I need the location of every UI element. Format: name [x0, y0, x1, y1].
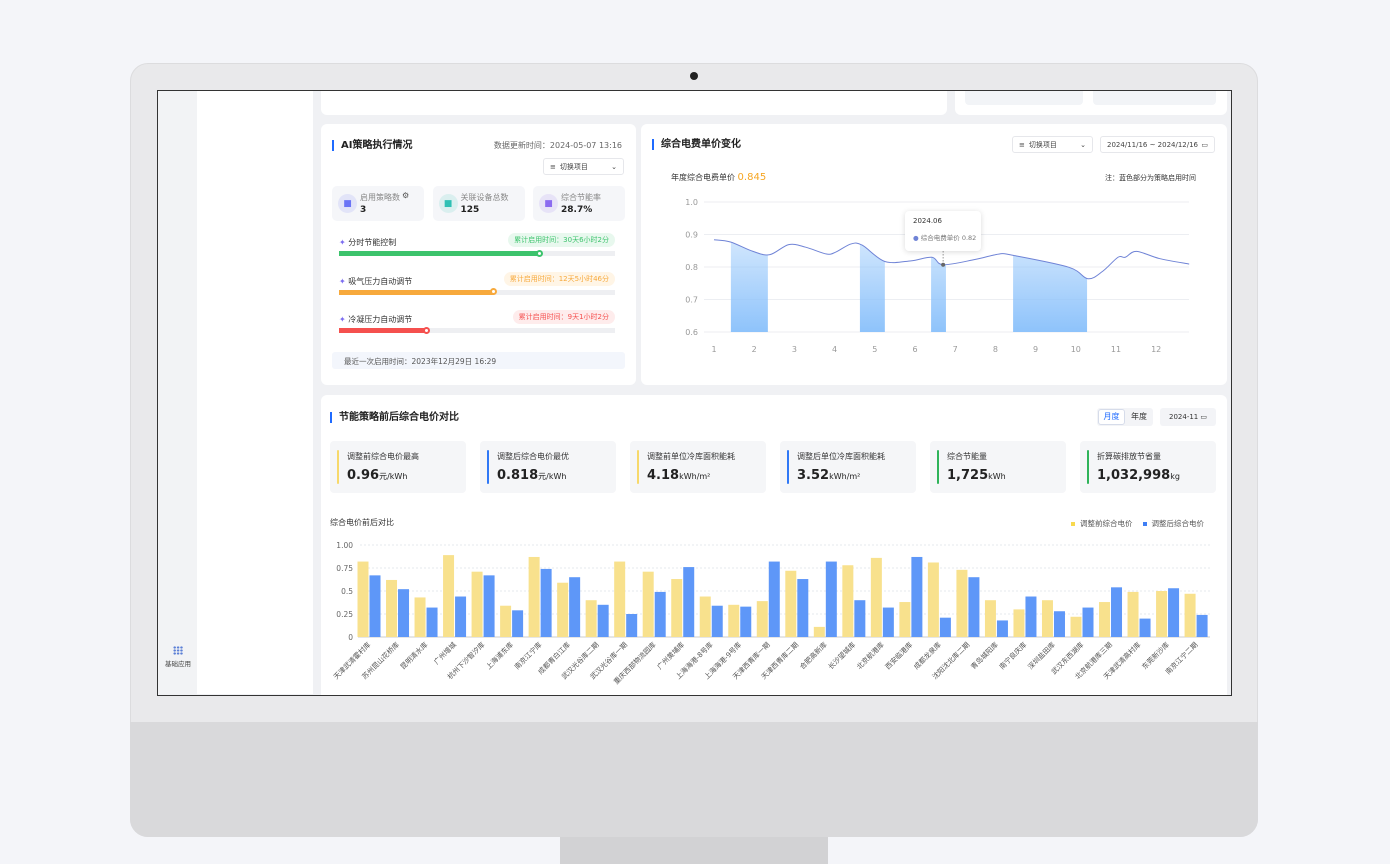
kpi-card: 调整前综合电价最高 0.96元/kWh: [330, 441, 466, 493]
monitor-chin: [130, 722, 1258, 837]
list-icon: ■: [338, 194, 357, 213]
date-range-picker[interactable]: 2024/11/16 ~ 2024/12/16 ▭: [1100, 136, 1215, 153]
last-enabled: 最近一次启用时间：2023年12月29日 16:29: [332, 352, 625, 369]
screen: 基础应用 AI策略执行情况 数据更新时间：2024-05-07 13:16 ≡ 切…: [157, 90, 1232, 696]
legend-swatch: [1071, 522, 1075, 526]
tab-monthly[interactable]: 月度: [1098, 409, 1125, 425]
series-dot-icon: ●: [913, 234, 919, 242]
tab-yearly[interactable]: 年度: [1131, 412, 1147, 421]
strategy-progress: [339, 288, 615, 295]
side-panel: [197, 91, 313, 694]
strategy-item: ✦ 冷凝压力自动调节 累计启用时间：9天1小时2分: [339, 310, 615, 344]
compare-panel: 节能策略前后综合电价对比 月度 年度 2024-11 ▭ 调整前综合电价最高 0.9…: [321, 395, 1227, 695]
stat-card: ■ 关联设备总数 125: [432, 186, 525, 221]
legend-swatch: [1142, 522, 1147, 526]
price-trend-panel: 综合电费单价变化 ≡ 切换项目 ⌄ 2024/11/16 ~ 2024/12/16 ▭…: [641, 124, 1227, 385]
sparkle-icon: ✦: [339, 315, 346, 324]
device-icon: ■: [438, 194, 458, 213]
kpi-card: 折算碳排放节省量 1,032,998kg: [1080, 441, 1216, 493]
sparkle-icon: ✦: [339, 276, 346, 286]
settings-icon[interactable]: ⚙: [402, 191, 410, 200]
kpi-card: 综合节能量 1,725kWh: [930, 441, 1066, 493]
month-picker[interactable]: 2024-11 ▭: [1160, 408, 1216, 426]
filter-icon: ≡: [550, 162, 556, 171]
apps-button[interactable]: 基础应用: [165, 646, 191, 668]
grid-icon: [173, 646, 183, 655]
annual-price: 年度综合电费单价 0.845: [671, 172, 767, 183]
calendar-icon: ▭: [1201, 140, 1208, 149]
panel-title: 综合电费单价变化: [652, 139, 741, 150]
camera-icon: [690, 72, 698, 80]
panel-title: 节能策略前后综合电价对比: [330, 412, 459, 423]
strategy-item: ✦ 吸气压力自动调节 累计启用时间：12天5小时46分: [339, 271, 615, 306]
kpi-card: 调整前单位冷库面积能耗 4.18kWh/m²: [630, 441, 766, 493]
chart-legend: 调整前综合电价 调整后综合电价: [1071, 518, 1204, 529]
calendar-icon: ▭: [1200, 413, 1207, 421]
filter-icon: ≡: [1019, 140, 1025, 149]
sparkle-icon: ✦: [339, 238, 346, 247]
strategy-item: ✦ 分时节能控制 累计启用时间：30天6小时2分: [339, 233, 615, 267]
chart-tooltip: 2024.06 ● 综合电费单价 0.82: [905, 211, 981, 251]
update-time: 数据更新时间：2024-05-07 13:16: [493, 141, 622, 150]
ai-strategy-panel: AI策略执行情况 数据更新时间：2024-05-07 13:16 ≡ 切换项目 ⌄ …: [321, 124, 636, 385]
app-rail: 基础应用: [158, 91, 197, 694]
top-stat-box: [965, 91, 1083, 105]
chart-title: 综合电价前后对比: [330, 518, 394, 527]
period-tabs: 月度 年度: [1097, 408, 1153, 426]
stat-card: ■ 启用策略数 ⚙ 3: [332, 186, 424, 221]
project-select[interactable]: ≡ 切换项目 ⌄: [543, 158, 624, 175]
strategy-progress: [339, 326, 615, 334]
top-card-right: [955, 91, 1227, 115]
legend-item[interactable]: 调整前综合电价: [1071, 518, 1133, 529]
kpi-card: 调整后综合电价最优 0.818元/kWh: [480, 441, 616, 493]
leaf-icon: ■: [539, 194, 558, 213]
chevron-down-icon: ⌄: [1080, 140, 1086, 149]
stat-card: ■ 综合节能率 28.7%: [533, 186, 625, 221]
chart-note: 注：蓝色部分为策略启用时间: [1105, 174, 1196, 182]
chevron-down-icon: ⌄: [611, 162, 617, 171]
monitor-stand: [560, 837, 828, 864]
top-stat-box: [1093, 91, 1216, 105]
kpi-card: 调整后单位冷库面积能耗 3.52kWh/m²: [780, 441, 916, 493]
top-card: [321, 91, 947, 115]
legend-item[interactable]: 调整后综合电价: [1142, 518, 1204, 529]
strategy-progress: [339, 249, 615, 257]
project-select[interactable]: ≡ 切换项目 ⌄: [1012, 136, 1093, 153]
panel-title: AI策略执行情况: [332, 140, 412, 151]
